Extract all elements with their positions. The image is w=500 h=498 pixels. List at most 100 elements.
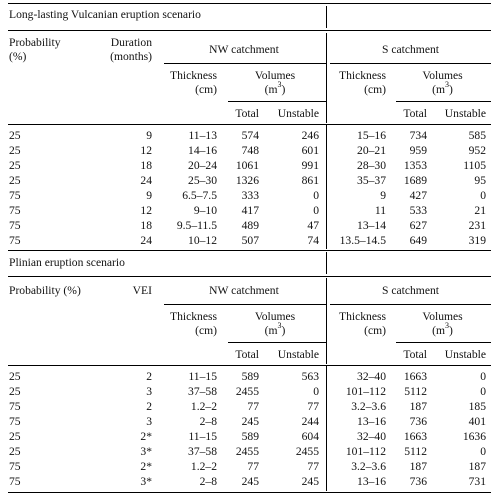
cell-s-unstable: 1105	[463, 159, 486, 172]
cell-nw-thickness: 37–58	[188, 385, 217, 398]
cell-nw-total: 589	[241, 370, 259, 383]
cell-s-unstable: 95	[474, 174, 486, 187]
section2-top-rule	[8, 250, 491, 251]
cell-s-thickness: 13–16	[357, 475, 386, 488]
cell-s-unstable: 0	[480, 445, 486, 458]
s1-duration-header-l2: (months)	[110, 50, 152, 63]
cell-probability: 25	[9, 129, 21, 142]
s2-s-thickness-l2: (cm)	[364, 324, 386, 337]
s1-nw-total-header: Total	[235, 107, 259, 120]
cell-duration: 18	[140, 159, 152, 172]
cell-s-total: 1663	[403, 430, 427, 443]
cell-probability: 75	[9, 204, 21, 217]
cell-duration: 3	[146, 385, 152, 398]
cell-nw-unstable: 245	[301, 475, 319, 488]
cell-s-thickness: 13–16	[357, 415, 386, 428]
s1-volumes-underline-nw	[228, 101, 326, 102]
s1-nw-thickness-l1: Thickness	[169, 69, 217, 82]
cell-duration: 9	[146, 129, 152, 142]
s1-probability-header-l2: (%)	[9, 50, 27, 63]
cell-s-total: 187	[409, 400, 427, 413]
cell-nw-thickness: 9–10	[193, 204, 217, 217]
cell-nw-thickness: 25–30	[188, 174, 217, 187]
cell-s-unstable: 731	[468, 475, 486, 488]
cell-s-total: 1353	[403, 159, 427, 172]
section1-title-rule	[8, 30, 491, 31]
cell-s-total: 5112	[404, 385, 427, 398]
s1-s-total-header: Total	[403, 107, 427, 120]
cell-s-thickness: 101–112	[345, 385, 386, 398]
cell-s-thickness: 3.2–3.6	[351, 460, 386, 473]
cell-nw-unstable: 0	[313, 204, 319, 217]
section2-title-rule	[8, 276, 491, 277]
s1-nw-volumes-l2: (m3)	[264, 80, 286, 96]
cell-nw-total: 574	[241, 129, 259, 142]
s1-s-thickness-l1: Thickness	[338, 69, 386, 82]
s1-body-divider	[326, 124, 327, 249]
cell-nw-unstable: 991	[301, 159, 319, 172]
s2-header-divider	[326, 278, 327, 304]
s1-s-thickness-l2: (cm)	[364, 83, 386, 96]
s1-nw-catchment-header: NW catchment	[209, 43, 279, 56]
cell-probability: 75	[9, 475, 21, 488]
s2-volumes-underline-nw	[228, 342, 326, 343]
cell-duration: 2	[146, 400, 152, 413]
cell-probability: 25	[9, 445, 21, 458]
cell-nw-thickness: 20–24	[188, 159, 217, 172]
cell-nw-total: 77	[247, 460, 259, 473]
cell-s-thickness: 32–40	[357, 430, 386, 443]
cell-s-unstable: 319	[468, 234, 486, 247]
s1-catchment-underline-nw	[164, 63, 326, 64]
section1-title-divider	[326, 6, 327, 28]
cell-duration: 24	[140, 234, 152, 247]
cell-s-unstable: 401	[468, 415, 486, 428]
cell-s-unstable: 187	[468, 460, 486, 473]
bottom-rule	[8, 492, 491, 493]
s1-s-unstable-header: Unstable	[444, 107, 486, 120]
cell-s-thickness: 13.5–14.5	[339, 234, 386, 247]
cell-s-total: 627	[409, 219, 427, 232]
cell-nw-unstable: 74	[307, 234, 319, 247]
cell-s-total: 5112	[404, 445, 427, 458]
s2-s-volumes-l1: Volumes	[422, 310, 463, 323]
s1-nw-thickness-l2: (cm)	[195, 83, 217, 96]
s2-s-volumes-l2: (m3)	[432, 321, 453, 337]
cell-s-total: 427	[409, 189, 427, 202]
cell-nw-unstable: 77	[307, 460, 319, 473]
cell-s-total: 736	[409, 415, 427, 428]
cell-probability: 25	[9, 159, 21, 172]
cell-nw-thickness: 1.2–2	[190, 460, 217, 473]
cell-s-thickness: 15–16	[357, 129, 386, 142]
cell-s-total: 734	[409, 129, 427, 142]
section2-title-divider	[326, 252, 327, 274]
s2-vei-header: VEI	[132, 284, 152, 297]
cell-nw-thickness: 2–8	[199, 415, 217, 428]
cell-s-total: 1663	[403, 370, 427, 383]
cell-s-unstable: 1636	[462, 430, 486, 443]
s2-catchment-underline-nw	[164, 304, 326, 305]
cell-s-thickness: 20–21	[357, 144, 386, 157]
cell-probability: 25	[9, 370, 21, 383]
cell-s-total: 959	[409, 144, 427, 157]
s1-probability-header-l1: Probability	[9, 36, 61, 49]
cell-nw-total: 489	[241, 219, 259, 232]
cell-nw-total: 2455	[235, 385, 259, 398]
cell-nw-total: 417	[241, 204, 259, 217]
cell-nw-unstable: 563	[301, 370, 319, 383]
cell-nw-unstable: 2455	[295, 445, 319, 458]
cell-nw-thickness: 1.2–2	[190, 400, 217, 413]
cell-nw-thickness: 6.5–7.5	[182, 189, 217, 202]
s2-nw-unstable-header: Unstable	[277, 348, 319, 361]
cell-nw-unstable: 246	[301, 129, 319, 142]
cell-probability: 75	[9, 234, 21, 247]
s2-header-bottom-rule	[8, 365, 491, 366]
cell-nw-unstable: 244	[301, 415, 319, 428]
cell-probability: 75	[9, 415, 21, 428]
cell-nw-thickness: 37–58	[188, 445, 217, 458]
cell-nw-thickness: 9.5–11.5	[176, 219, 217, 232]
cell-probability: 25	[9, 430, 21, 443]
s1-header-divider	[326, 33, 327, 63]
cell-probability: 75	[9, 400, 21, 413]
cell-s-total: 736	[409, 475, 427, 488]
